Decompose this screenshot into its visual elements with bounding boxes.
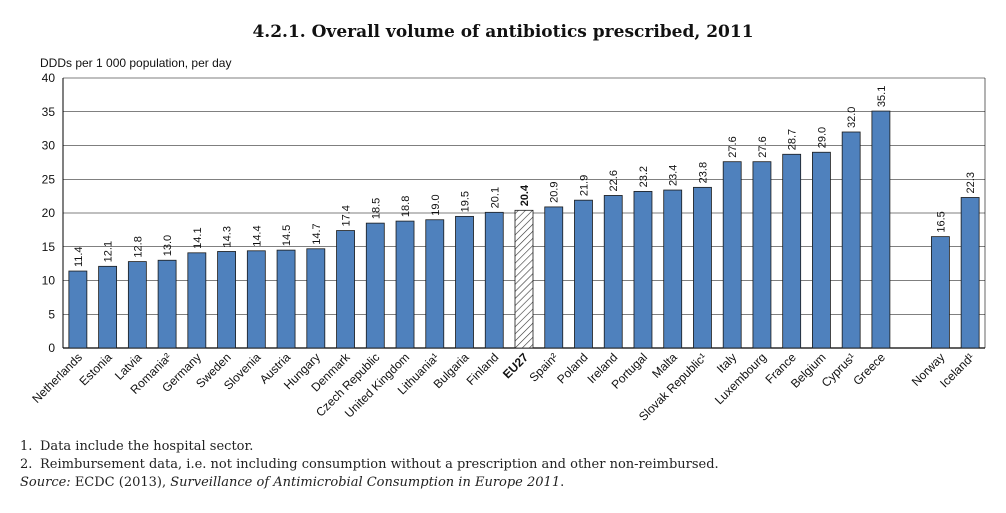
data-label: 35.1 (876, 86, 888, 107)
bar-chart: 051015202530354011.4Netherlands12.1Eston… (29, 71, 986, 424)
y-tick-label: 5 (48, 307, 55, 321)
y-tick-label: 0 (48, 341, 55, 355)
data-label: 19.5 (460, 191, 472, 212)
y-tick-label: 35 (42, 105, 56, 119)
bar (752, 161, 772, 349)
source-end: . (560, 475, 565, 490)
source-text: ECDC (2013), (70, 475, 171, 490)
bar (157, 259, 177, 349)
data-label: 32.0 (846, 107, 858, 128)
bar (127, 261, 147, 349)
bar (871, 110, 891, 349)
x-tick-label: EU27 (500, 350, 531, 381)
footnote-1-text: Data include the hospital sector. (40, 439, 254, 454)
bar (960, 197, 980, 349)
y-axis-label: DDDs per 1 000 population, per day (40, 56, 232, 70)
x-tick-label: Greece (850, 350, 888, 388)
bar (217, 251, 236, 349)
data-label: 29.0 (816, 127, 828, 148)
data-label: 27.6 (727, 136, 739, 157)
bar (930, 236, 950, 349)
x-tick-label: Estonia (77, 350, 115, 388)
bar (98, 265, 118, 349)
bar (395, 220, 415, 349)
x-tick-label: Spain² (526, 350, 560, 384)
y-tick-label: 25 (42, 172, 56, 186)
data-label: 14.7 (311, 223, 323, 244)
bar (603, 195, 623, 349)
data-label: 20.1 (489, 187, 501, 208)
data-label: 12.8 (132, 236, 144, 257)
bar (841, 131, 861, 349)
bar (68, 270, 88, 349)
footnote-2-number: 2. (20, 457, 33, 472)
bar-eu27 (514, 209, 534, 349)
data-label: 22.3 (965, 172, 977, 193)
bar (722, 161, 742, 349)
x-tick-label: Cyprus¹ (819, 350, 859, 390)
x-tick-label: Italy (714, 350, 739, 375)
bar (693, 186, 712, 349)
y-tick-label: 20 (42, 206, 56, 220)
data-label: 12.1 (103, 241, 115, 262)
data-label: 22.6 (608, 170, 620, 191)
y-tick-label: 10 (42, 274, 56, 288)
bar (365, 222, 385, 349)
data-label: 14.5 (281, 225, 293, 246)
data-label: 14.1 (192, 227, 204, 248)
bar (484, 211, 504, 349)
source-publication: Surveillance of Antimicrobial Consumptio… (170, 475, 561, 490)
bar (574, 199, 593, 349)
footnote-2: 2. Reimbursement data, i.e. not including… (20, 457, 719, 472)
y-tick-label: 40 (42, 71, 56, 85)
y-tick-label: 15 (42, 240, 56, 254)
x-tick-label: Poland (554, 350, 590, 386)
bar (812, 151, 831, 349)
x-tick-label: Finland (464, 350, 502, 388)
data-label: 20.4 (519, 184, 531, 206)
data-label: 16.5 (935, 211, 947, 232)
bar (455, 215, 474, 349)
y-tick-label: 30 (42, 139, 56, 153)
bar (425, 219, 445, 349)
data-label: 18.8 (400, 196, 412, 217)
bar (633, 190, 653, 349)
bar (336, 230, 355, 349)
data-label: 14.3 (222, 226, 234, 247)
data-label: 27.6 (757, 136, 769, 157)
bar (306, 248, 326, 349)
data-label: 14.4 (251, 225, 263, 246)
data-label: 17.4 (341, 205, 353, 226)
source-label: Source: (20, 475, 71, 490)
data-label: 20.9 (549, 182, 561, 203)
data-label: 21.9 (578, 175, 590, 196)
data-label: 23.2 (638, 166, 650, 187)
bar (782, 153, 802, 349)
data-label: 18.5 (370, 198, 382, 219)
chart-title: 4.2.1. Overall volume of antibiotics pre… (252, 22, 754, 42)
data-label: 19.0 (430, 194, 442, 215)
source-note: Source: ECDC (2013), Surveillance of Ant… (20, 475, 564, 490)
data-label: 13.0 (162, 235, 174, 256)
footnote-1-number: 1. (20, 439, 33, 454)
bar (276, 249, 296, 349)
data-label: 23.8 (697, 162, 709, 183)
data-label: 28.7 (787, 129, 799, 150)
footnote-1: 1. Data include the hospital sector. (20, 439, 253, 454)
bar (246, 250, 266, 349)
data-label: 11.4 (73, 246, 85, 267)
data-label: 23.4 (668, 165, 680, 186)
footnote-2-text: Reimbursement data, i.e. not including c… (40, 457, 719, 472)
bar (544, 206, 564, 349)
bar (663, 189, 683, 349)
bar (187, 252, 207, 349)
